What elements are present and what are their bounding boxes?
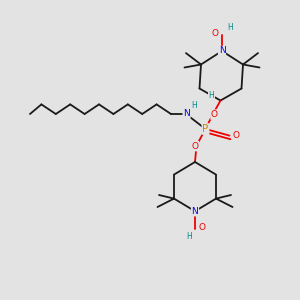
Text: N: N (192, 207, 198, 216)
Text: N: N (219, 46, 225, 56)
Text: O: O (212, 29, 219, 38)
Text: O: O (198, 224, 205, 232)
Text: N: N (183, 109, 190, 118)
Text: H: H (191, 101, 197, 110)
Text: O: O (191, 142, 199, 151)
Text: P: P (202, 124, 208, 134)
Text: H: H (208, 91, 214, 100)
Text: H: H (227, 23, 233, 32)
Text: O: O (232, 131, 240, 140)
Text: O: O (211, 110, 218, 119)
Text: H: H (186, 232, 192, 241)
